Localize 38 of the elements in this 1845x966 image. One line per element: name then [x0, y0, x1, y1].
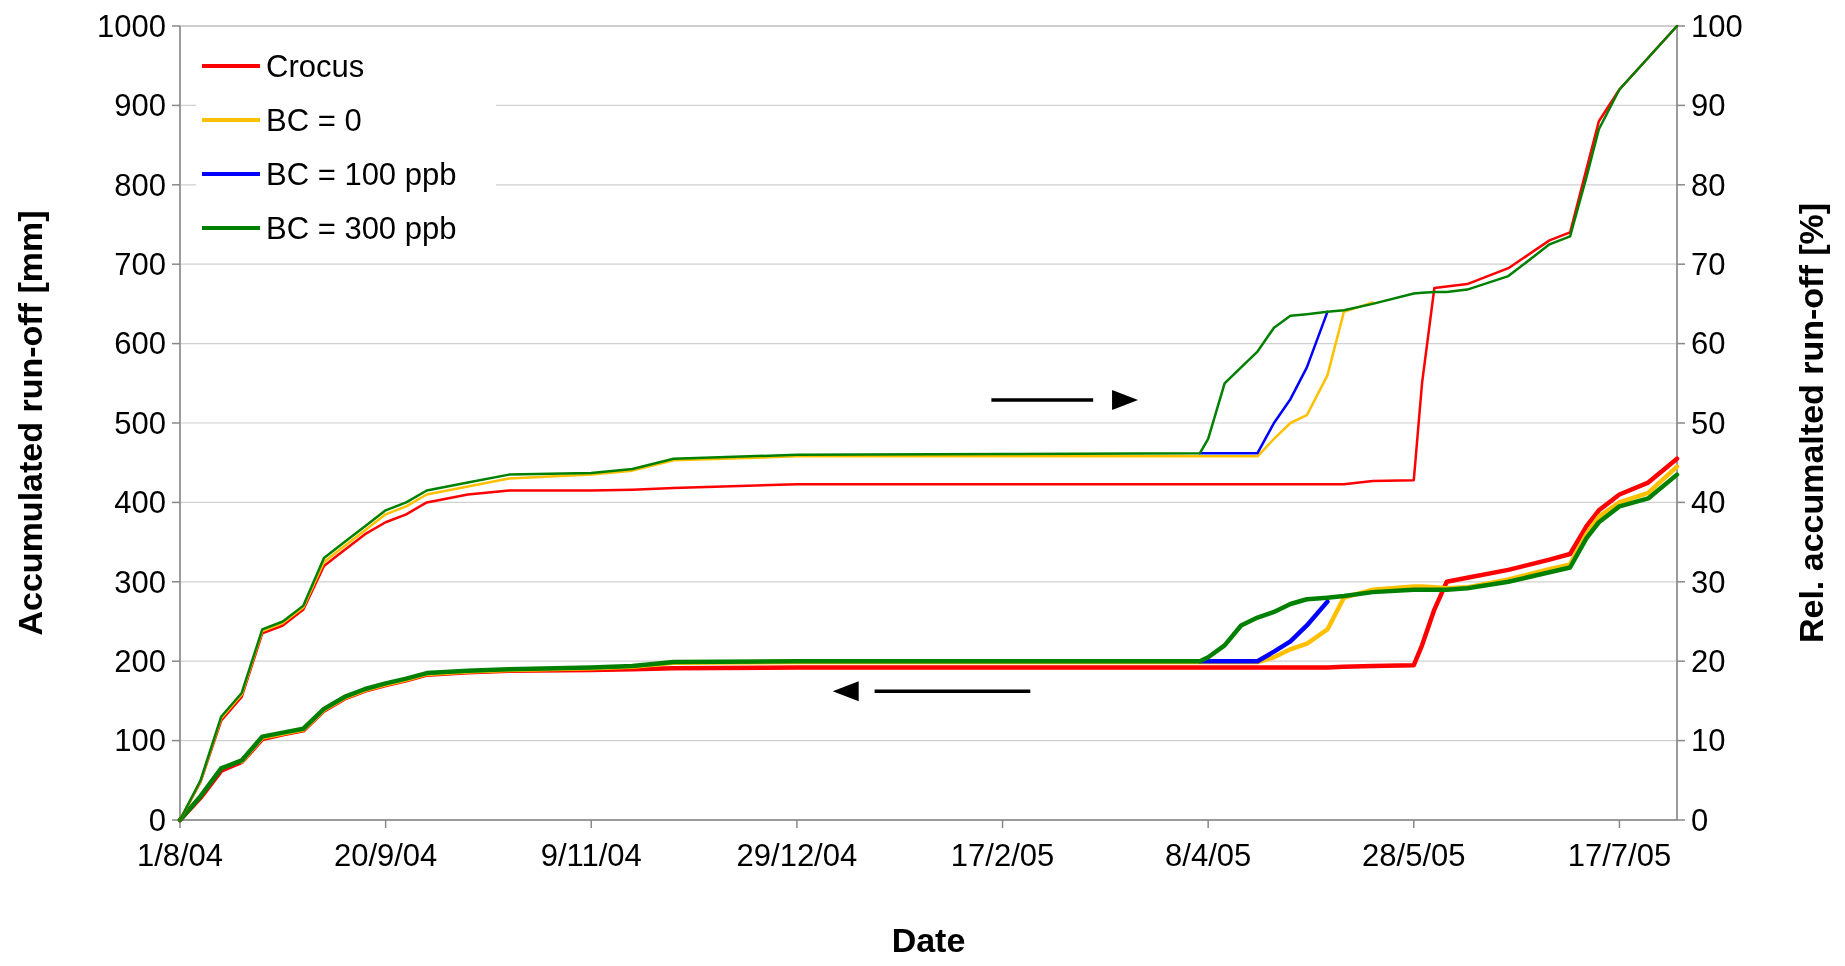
legend-label: Crocus [266, 48, 365, 84]
legend-label: BC = 300 ppb [266, 210, 457, 246]
x-tick-label: 9/11/04 [540, 838, 642, 873]
y2-tick-label: 20 [1691, 644, 1726, 680]
y-tick-label: 300 [114, 564, 166, 600]
y-tick-label: 0 [148, 802, 166, 838]
y2-tick-label: 70 [1691, 247, 1726, 283]
x-tick-label: 29/12/04 [736, 838, 858, 873]
x-tick-label: 8/4/05 [1165, 838, 1252, 873]
y2-axis-title: Rel. accumalted run-off [%] [1792, 202, 1830, 644]
x-tick-label: 17/7/05 [1567, 838, 1672, 873]
y-tick-label: 700 [114, 247, 166, 283]
y-tick-label: 600 [114, 326, 166, 362]
x-axis-title: Date [891, 921, 966, 959]
x-tick-label: 20/9/04 [333, 838, 438, 873]
y-tick-label: 1000 [97, 8, 166, 44]
x-tick-label: 28/5/05 [1362, 838, 1466, 873]
y2-tick-label: 0 [1691, 802, 1709, 838]
x-tick-label: 1/8/04 [136, 838, 224, 873]
y2-tick-label: 90 [1691, 88, 1726, 124]
x-tick-label: 17/2/05 [950, 838, 1055, 873]
legend-label: BC = 0 [266, 102, 362, 138]
y-tick-label: 800 [114, 167, 166, 203]
legend-label: BC = 100 ppb [266, 156, 457, 192]
y2-tick-label: 50 [1691, 405, 1726, 441]
y2-tick-label: 30 [1691, 564, 1726, 600]
line-series [1198, 310, 1329, 455]
y-tick-label: 400 [114, 485, 166, 521]
y2-tick-label: 60 [1691, 326, 1726, 362]
y-axis-title: Accumulated run-off [mm] [11, 210, 49, 636]
y2-tick-label: 40 [1691, 485, 1726, 521]
y-tick-label: 200 [114, 644, 166, 680]
y2-tick-label: 100 [1691, 8, 1743, 44]
y-tick-label: 500 [114, 405, 166, 441]
y-tick-label: 100 [114, 723, 166, 759]
y2-tick-label: 10 [1691, 723, 1726, 759]
y2-tick-label: 80 [1691, 167, 1726, 203]
y-tick-label: 900 [114, 88, 166, 124]
